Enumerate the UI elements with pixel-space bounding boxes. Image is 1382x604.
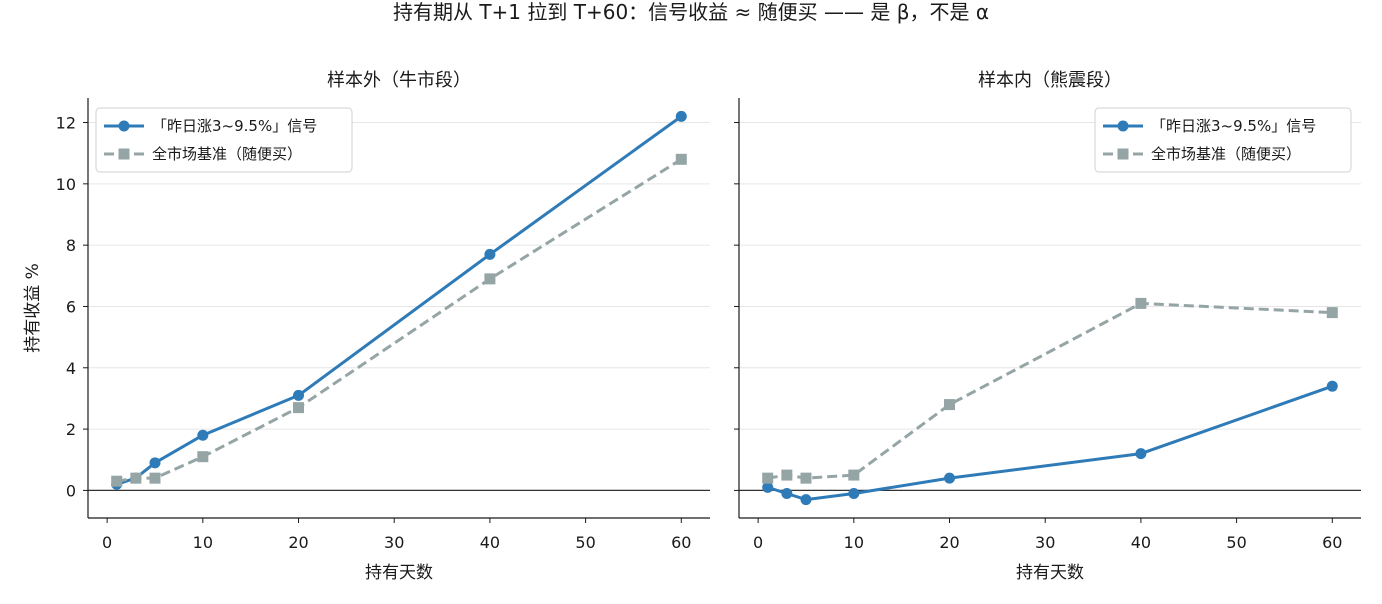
data-point-baseline — [293, 402, 305, 414]
x-tick-label: 60 — [671, 533, 691, 552]
legend-label: 全市场基准（随便买） — [152, 145, 302, 163]
x-tick-label: 20 — [939, 533, 959, 552]
legend-frame — [1094, 107, 1352, 173]
x-tick-label: 30 — [384, 533, 404, 552]
series-line-signal — [767, 384, 1333, 502]
legend-marker — [1117, 148, 1129, 160]
data-point-signal — [197, 429, 209, 441]
x-tick-label: 50 — [1226, 533, 1246, 552]
data-point-baseline — [484, 273, 496, 285]
x-tick-label: 20 — [288, 533, 308, 552]
data-point-signal — [762, 481, 774, 493]
figure-suptitle: 持有期从 T+1 拉到 T+60：信号收益 ≈ 随便买 —— 是 β，不是 α — [393, 0, 989, 24]
data-point-signal — [1135, 448, 1147, 460]
data-point-baseline — [944, 399, 956, 411]
y-tick-label: 10 — [56, 175, 76, 194]
series-line-baseline — [767, 301, 1333, 480]
x-tick-label: 40 — [480, 533, 500, 552]
data-point-baseline — [130, 472, 142, 484]
data-point-signal — [848, 487, 860, 499]
legend-marker — [1117, 120, 1129, 132]
x-tick-label: 60 — [1322, 533, 1342, 552]
data-point-baseline — [781, 469, 793, 481]
y-axis-label: 持有收益 % — [23, 263, 43, 353]
chart-title: 样本内（熊震段） — [978, 70, 1122, 91]
x-tick-label: 10 — [844, 533, 864, 552]
data-point-signal — [781, 487, 793, 499]
chart-panel-out-of-sample: 样本外（牛市段） 持有天数 持有收益 % 0 2 4 6 8 10 12 0 10 20 30 40 5… — [23, 70, 710, 583]
legend-label: 「昨日涨3~9.5%」信号 — [1151, 117, 1316, 135]
data-point-signal — [484, 248, 496, 260]
y-tick-label: 6 — [66, 297, 76, 316]
data-point-signal — [1326, 380, 1338, 392]
x-tick-label: 40 — [1131, 533, 1151, 552]
data-point-signal — [800, 494, 812, 506]
data-point-baseline — [1326, 307, 1338, 319]
chart-title: 样本外（牛市段） — [327, 70, 471, 91]
chart-panel-in-sample: 样本内（熊震段） 持有天数 0 10 20 30 40 50 60 「昨日涨3~9.5%」信号… — [734, 70, 1361, 583]
y-tick-label: 0 — [66, 481, 76, 500]
legend-label: 「昨日涨3~9.5%」信号 — [152, 117, 317, 135]
y-tick-label: 4 — [66, 359, 76, 378]
y-tick-label: 2 — [66, 420, 76, 439]
legend-frame — [95, 107, 353, 173]
data-point-baseline — [197, 451, 209, 463]
x-axis-label: 持有天数 — [1016, 563, 1084, 583]
y-tick-label: 8 — [66, 236, 76, 255]
data-point-signal — [149, 457, 161, 469]
data-point-signal — [675, 110, 687, 122]
x-tick-label: 0 — [102, 533, 112, 552]
x-tick-label: 30 — [1035, 533, 1055, 552]
x-tick-label: 0 — [753, 533, 763, 552]
x-tick-label: 50 — [575, 533, 595, 552]
data-point-baseline — [762, 472, 774, 484]
data-point-baseline — [149, 472, 161, 484]
data-point-baseline — [848, 469, 860, 481]
legend-label: 全市场基准（随便买） — [1151, 145, 1301, 163]
data-point-baseline — [1135, 297, 1147, 309]
legend-marker — [118, 148, 130, 160]
data-point-baseline — [675, 153, 687, 165]
data-point-baseline — [111, 475, 123, 487]
data-point-signal — [944, 472, 956, 484]
legend-marker — [118, 120, 130, 132]
x-tick-label: 10 — [193, 533, 213, 552]
y-tick-label: 12 — [56, 114, 76, 133]
x-axis-label: 持有天数 — [365, 563, 433, 583]
data-point-baseline — [800, 472, 812, 484]
data-point-signal — [293, 389, 305, 401]
